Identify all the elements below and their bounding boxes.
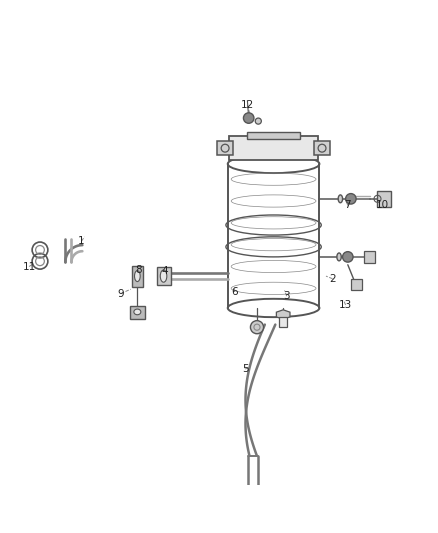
Circle shape xyxy=(251,321,264,334)
Text: 5: 5 xyxy=(242,364,248,374)
Text: 3: 3 xyxy=(283,291,290,301)
Bar xyxy=(314,141,330,155)
Circle shape xyxy=(346,193,356,204)
Text: 9: 9 xyxy=(117,288,124,298)
Bar xyxy=(156,268,170,285)
Circle shape xyxy=(244,113,254,123)
Bar xyxy=(364,251,375,263)
Text: 1: 1 xyxy=(78,236,85,246)
Bar xyxy=(279,317,287,327)
Ellipse shape xyxy=(134,309,141,315)
Ellipse shape xyxy=(337,253,341,261)
Text: 2: 2 xyxy=(329,274,336,284)
Polygon shape xyxy=(276,310,290,319)
Text: 7: 7 xyxy=(345,200,351,211)
Bar xyxy=(247,132,300,140)
Ellipse shape xyxy=(134,271,140,281)
Bar xyxy=(378,191,391,207)
Text: 10: 10 xyxy=(376,200,389,211)
Text: 4: 4 xyxy=(161,266,168,276)
Text: 6: 6 xyxy=(231,287,237,297)
Text: 13: 13 xyxy=(339,300,352,310)
Circle shape xyxy=(343,252,353,262)
Ellipse shape xyxy=(338,195,343,203)
Bar xyxy=(132,265,143,287)
Text: 12: 12 xyxy=(241,100,254,110)
Bar xyxy=(229,136,318,160)
Text: 8: 8 xyxy=(135,265,141,275)
Bar xyxy=(217,141,233,155)
Ellipse shape xyxy=(160,270,167,282)
Bar xyxy=(351,279,362,289)
Text: 11: 11 xyxy=(22,262,36,271)
Bar xyxy=(130,306,145,319)
Circle shape xyxy=(255,118,261,124)
